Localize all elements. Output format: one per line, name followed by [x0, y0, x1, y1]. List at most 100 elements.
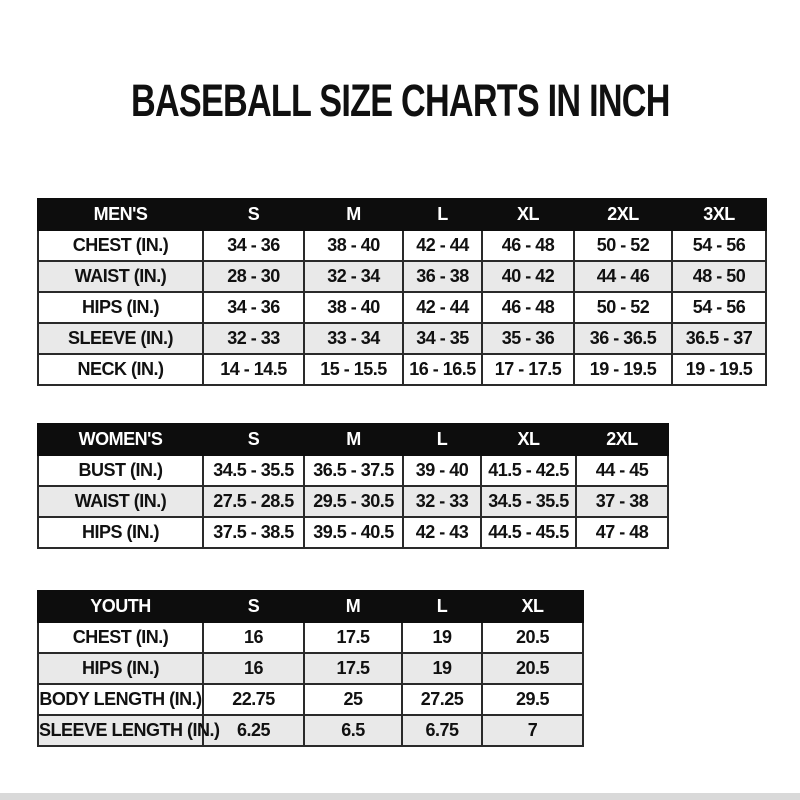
size-column-header-l: L	[401, 590, 483, 623]
table-row-neck: NECK (IN.) 14 - 14.5 15 - 15.5 16 - 16.5…	[37, 353, 767, 386]
bottom-edge-strip	[0, 793, 800, 800]
size-value: 20.5	[481, 621, 584, 654]
size-value: 6.25	[202, 714, 305, 747]
table-row-hips: HIPS (IN.) 37.5 - 38.5 39.5 - 40.5 42 - …	[37, 516, 669, 549]
size-value: 7	[481, 714, 584, 747]
size-value: 15 - 15.5	[303, 353, 404, 386]
row-label: BUST (IN.)	[37, 454, 204, 487]
womens-size-table: WOMEN'S S M L XL 2XL BUST (IN.) 34.5 - 3…	[37, 423, 669, 549]
size-value: 14 - 14.5	[202, 353, 305, 386]
youth-size-table: YOUTH S M L XL CHEST (IN.) 16 17.5 19 20…	[37, 590, 584, 747]
size-value: 29.5	[481, 683, 584, 716]
size-value: 32 - 34	[303, 260, 404, 293]
size-value: 46 - 48	[481, 229, 575, 262]
size-value: 44 - 45	[575, 454, 669, 487]
table-row-bust: BUST (IN.) 34.5 - 35.5 36.5 - 37.5 39 - …	[37, 454, 669, 487]
size-value: 25	[303, 683, 403, 716]
size-value: 16	[202, 621, 305, 654]
size-value: 29.5 - 30.5	[303, 485, 404, 518]
row-label: CHEST (IN.)	[37, 229, 204, 262]
size-column-header-m: M	[303, 590, 403, 623]
page-title: BASEBALL SIZE CHARTS IN INCH	[0, 76, 800, 137]
size-column-header-2xl: 2XL	[575, 423, 669, 456]
size-value: 6.75	[401, 714, 483, 747]
size-value: 47 - 48	[575, 516, 669, 549]
table-row-sleeve: SLEEVE (IN.) 32 - 33 33 - 34 34 - 35 35 …	[37, 322, 767, 355]
size-column-header-s: S	[202, 590, 305, 623]
size-value: 42 - 44	[402, 229, 483, 262]
size-value: 17.5	[303, 621, 403, 654]
size-value: 33 - 34	[303, 322, 404, 355]
size-value: 36.5 - 37.5	[303, 454, 404, 487]
mens-header-row: MEN'S S M L XL 2XL 3XL	[37, 198, 767, 231]
size-value: 42 - 44	[402, 291, 483, 324]
table-row-chest: CHEST (IN.) 34 - 36 38 - 40 42 - 44 46 -…	[37, 229, 767, 262]
size-column-header-m: M	[303, 198, 404, 231]
size-column-header-xl: XL	[481, 198, 575, 231]
womens-table-title: WOMEN'S	[37, 423, 204, 456]
row-label: WAIST (IN.)	[37, 260, 204, 293]
size-value: 20.5	[481, 652, 584, 685]
size-value: 40 - 42	[481, 260, 575, 293]
size-value: 54 - 56	[671, 229, 767, 262]
size-column-header-l: L	[402, 423, 482, 456]
size-value: 27.25	[401, 683, 483, 716]
size-column-header-s: S	[202, 423, 305, 456]
row-label: HIPS (IN.)	[37, 291, 204, 324]
size-value: 46 - 48	[481, 291, 575, 324]
youth-header-row: YOUTH S M L XL	[37, 590, 584, 623]
table-row-hips: HIPS (IN.) 34 - 36 38 - 40 42 - 44 46 - …	[37, 291, 767, 324]
size-value: 37.5 - 38.5	[202, 516, 305, 549]
womens-header-row: WOMEN'S S M L XL 2XL	[37, 423, 669, 456]
size-value: 16 - 16.5	[402, 353, 483, 386]
size-value: 34 - 36	[202, 291, 305, 324]
size-value: 48 - 50	[671, 260, 767, 293]
size-value: 42 - 43	[402, 516, 482, 549]
mens-table-title: MEN'S	[37, 198, 204, 231]
row-label: WAIST (IN.)	[37, 485, 204, 518]
size-value: 36 - 38	[402, 260, 483, 293]
size-column-header-xl: XL	[480, 423, 577, 456]
size-value: 34.5 - 35.5	[480, 485, 577, 518]
size-column-header-l: L	[402, 198, 483, 231]
size-column-header-s: S	[202, 198, 305, 231]
size-value: 38 - 40	[303, 291, 404, 324]
size-value: 39.5 - 40.5	[303, 516, 404, 549]
size-value: 36.5 - 37	[671, 322, 767, 355]
size-value: 34.5 - 35.5	[202, 454, 305, 487]
size-value: 38 - 40	[303, 229, 404, 262]
page-title-text: BASEBALL SIZE CHARTS IN INCH	[130, 75, 670, 126]
size-column-header-xl: XL	[481, 590, 584, 623]
size-value: 44 - 46	[573, 260, 673, 293]
size-value: 37 - 38	[575, 485, 669, 518]
size-value: 50 - 52	[573, 291, 673, 324]
mens-size-table: MEN'S S M L XL 2XL 3XL CHEST (IN.) 34 - …	[37, 198, 767, 386]
size-value: 19 - 19.5	[671, 353, 767, 386]
size-value: 50 - 52	[573, 229, 673, 262]
row-label: CHEST (IN.)	[37, 621, 204, 654]
size-column-header-2xl: 2XL	[573, 198, 673, 231]
table-row-waist: WAIST (IN.) 27.5 - 28.5 29.5 - 30.5 32 -…	[37, 485, 669, 518]
size-value: 34 - 36	[202, 229, 305, 262]
table-row-waist: WAIST (IN.) 28 - 30 32 - 34 36 - 38 40 -…	[37, 260, 767, 293]
row-label: SLEEVE (IN.)	[37, 322, 204, 355]
size-value: 28 - 30	[202, 260, 305, 293]
size-column-header-3xl: 3XL	[671, 198, 767, 231]
size-value: 19	[401, 621, 483, 654]
size-value: 35 - 36	[481, 322, 575, 355]
row-label: HIPS (IN.)	[37, 516, 204, 549]
size-value: 19 - 19.5	[573, 353, 673, 386]
size-value: 27.5 - 28.5	[202, 485, 305, 518]
table-row-sleeve-length: SLEEVE LENGTH (IN.) 6.25 6.5 6.75 7	[37, 714, 584, 747]
table-row-body-length: BODY LENGTH (IN.) 22.75 25 27.25 29.5	[37, 683, 584, 716]
row-label: HIPS (IN.)	[37, 652, 204, 685]
row-label: BODY LENGTH (IN.)	[37, 683, 204, 716]
size-value: 19	[401, 652, 483, 685]
size-value: 32 - 33	[202, 322, 305, 355]
youth-table-title: YOUTH	[37, 590, 204, 623]
row-label: SLEEVE LENGTH (IN.)	[37, 714, 220, 747]
size-value: 41.5 - 42.5	[480, 454, 577, 487]
size-value: 39 - 40	[402, 454, 482, 487]
size-column-header-m: M	[303, 423, 404, 456]
size-value: 17.5	[303, 652, 403, 685]
